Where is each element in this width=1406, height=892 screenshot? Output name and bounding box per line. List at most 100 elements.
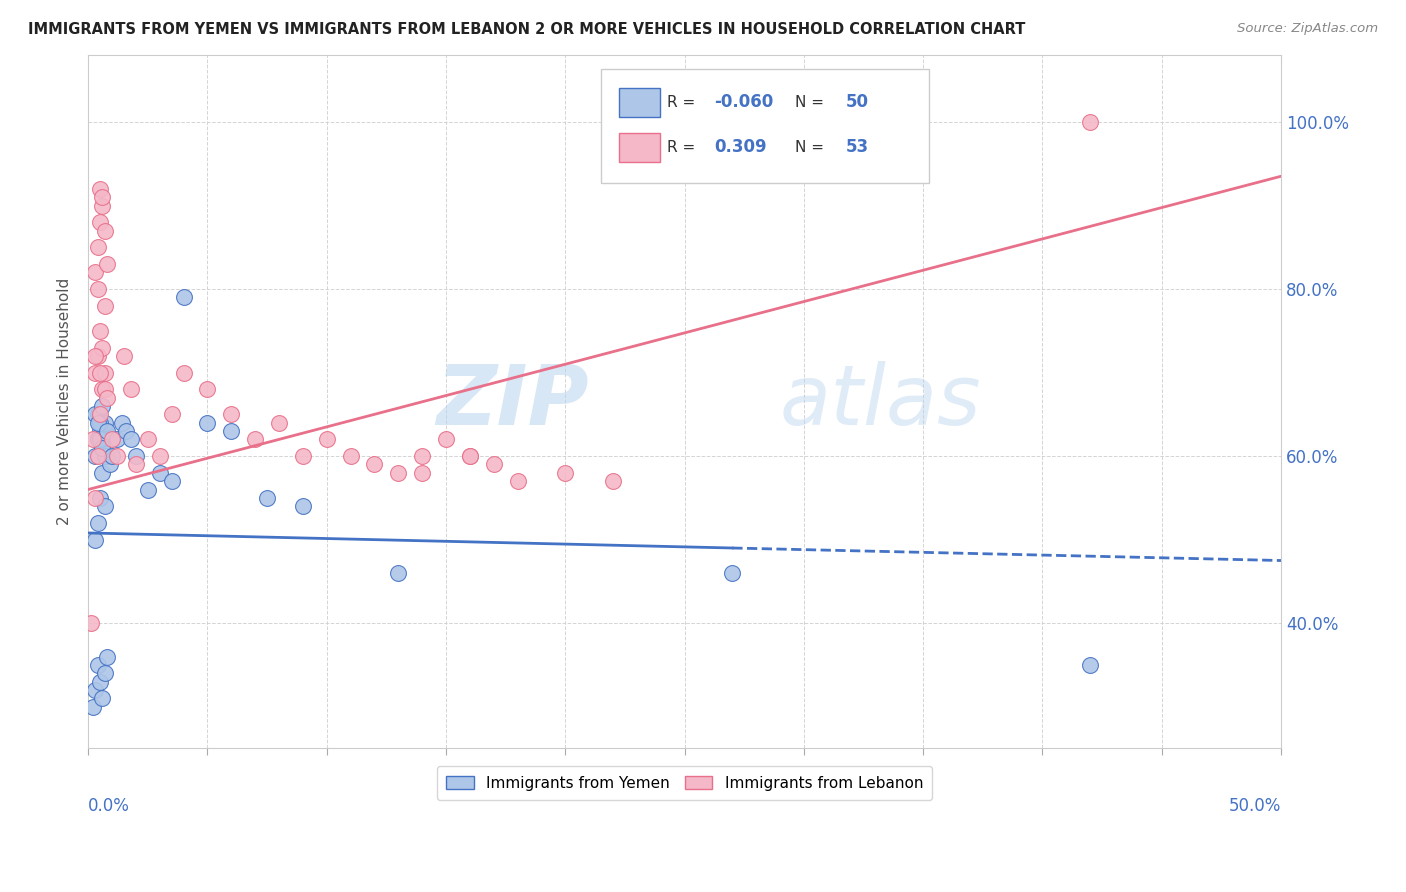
Point [89, 408, 111, 422]
Point [173, 366, 195, 380]
Point [84, 408, 107, 422]
Point [112, 349, 135, 363]
Point [506, 474, 529, 488]
Point [89, 182, 111, 196]
Point [411, 449, 433, 463]
Point [86, 516, 108, 530]
Point [120, 433, 142, 447]
Point [315, 433, 337, 447]
Point [91, 399, 114, 413]
Point [197, 382, 219, 396]
Point [110, 416, 132, 430]
Point [84, 349, 107, 363]
Point [84, 683, 107, 698]
Text: -0.060: -0.060 [714, 94, 773, 112]
Text: 53: 53 [845, 138, 869, 156]
Point [1078, 115, 1101, 129]
Point [84, 265, 107, 279]
Text: N =: N = [796, 140, 830, 155]
Point [96, 391, 118, 405]
Point [173, 290, 195, 304]
Point [91, 190, 114, 204]
Point [84, 533, 107, 547]
Point [84, 449, 107, 463]
Point [91, 441, 114, 455]
Point [94, 382, 117, 396]
Point [89, 416, 111, 430]
Point [291, 449, 314, 463]
Text: ZIP: ZIP [436, 361, 589, 442]
Point [91, 691, 114, 706]
Point [160, 474, 183, 488]
Point [221, 408, 243, 422]
Point [94, 424, 117, 438]
Point [82, 433, 104, 447]
Text: 0.309: 0.309 [714, 138, 768, 156]
Point [221, 424, 243, 438]
Point [96, 257, 118, 271]
Point [721, 566, 744, 580]
Point [86, 408, 108, 422]
Point [387, 466, 409, 480]
Point [94, 449, 117, 463]
Point [458, 449, 481, 463]
Point [91, 441, 114, 455]
Point [89, 324, 111, 338]
Point [94, 416, 117, 430]
Point [94, 666, 117, 681]
Point [1078, 657, 1101, 672]
Text: 50.0%: 50.0% [1229, 797, 1281, 815]
Point [98, 458, 121, 472]
Point [86, 449, 108, 463]
Point [96, 449, 118, 463]
Point [120, 382, 142, 396]
Point [86, 282, 108, 296]
Point [96, 449, 118, 463]
Point [91, 198, 114, 212]
Point [94, 500, 117, 514]
Point [105, 433, 128, 447]
Point [458, 449, 481, 463]
Point [86, 349, 108, 363]
Point [79, 616, 101, 631]
Point [101, 433, 124, 447]
Point [256, 491, 278, 505]
Text: 0.0%: 0.0% [89, 797, 129, 815]
Point [89, 416, 111, 430]
Point [94, 299, 117, 313]
Point [105, 449, 128, 463]
Point [84, 366, 107, 380]
Point [86, 416, 108, 430]
Point [89, 215, 111, 229]
Point [482, 458, 505, 472]
Point [291, 500, 314, 514]
Point [89, 433, 111, 447]
Point [94, 223, 117, 237]
Point [339, 449, 361, 463]
Point [86, 433, 108, 447]
Point [89, 674, 111, 689]
Point [554, 466, 576, 480]
Point [363, 458, 385, 472]
Text: 50: 50 [845, 94, 869, 112]
Point [125, 458, 148, 472]
Point [197, 416, 219, 430]
Point [86, 433, 108, 447]
Point [149, 449, 172, 463]
Text: R =: R = [666, 95, 700, 110]
Point [96, 649, 118, 664]
Text: N =: N = [796, 95, 830, 110]
Point [160, 408, 183, 422]
Point [125, 449, 148, 463]
Point [149, 466, 172, 480]
Point [84, 491, 107, 505]
Legend: Immigrants from Yemen, Immigrants from Lebanon: Immigrants from Yemen, Immigrants from L… [437, 766, 932, 800]
Point [86, 657, 108, 672]
Point [94, 366, 117, 380]
Point [434, 433, 457, 447]
Point [136, 483, 159, 497]
Point [243, 433, 266, 447]
Text: IMMIGRANTS FROM YEMEN VS IMMIGRANTS FROM LEBANON 2 OR MORE VEHICLES IN HOUSEHOLD: IMMIGRANTS FROM YEMEN VS IMMIGRANTS FROM… [28, 22, 1025, 37]
Point [89, 424, 111, 438]
Text: Source: ZipAtlas.com: Source: ZipAtlas.com [1237, 22, 1378, 36]
